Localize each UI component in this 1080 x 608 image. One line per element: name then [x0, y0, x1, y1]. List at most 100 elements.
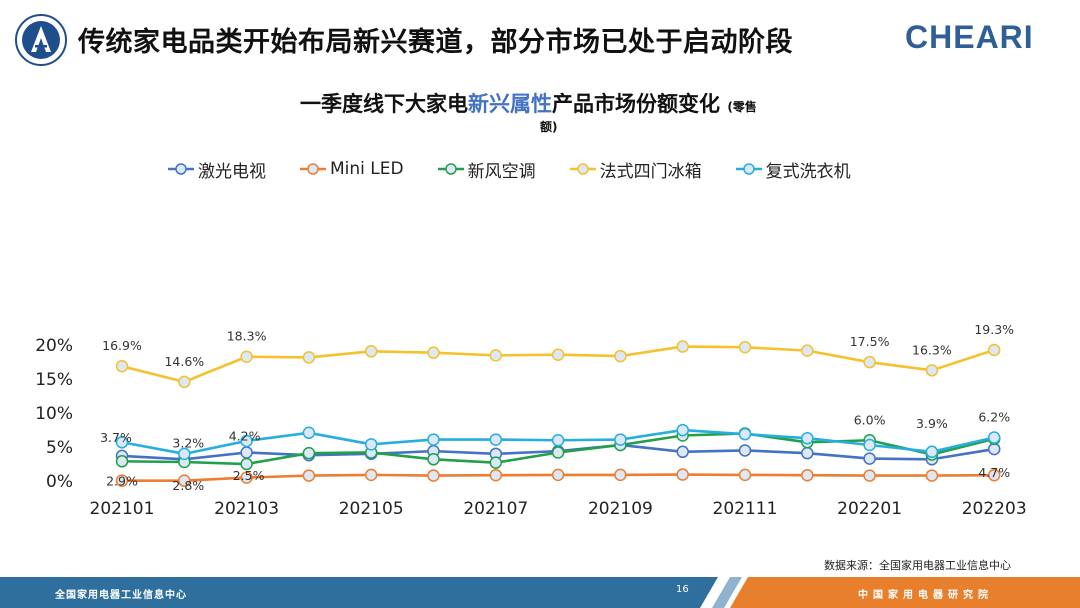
data-point — [863, 469, 876, 482]
chart-title-suffix: 产品市场份额变化 — [552, 92, 720, 116]
data-point — [738, 468, 752, 482]
chart-title-note-continued: 额) — [540, 120, 558, 134]
data-label: 14.6% — [164, 354, 204, 369]
data-point — [489, 433, 503, 446]
chart-title-note: (零售 — [727, 100, 757, 114]
legend: 激光电视 Mini LED 新风空调 法式四门冰箱 复式洗衣机 — [168, 157, 851, 182]
data-label: 16.3% — [912, 342, 952, 357]
data-label: 18.3% — [227, 329, 267, 344]
data-point — [801, 468, 814, 482]
data-point — [738, 444, 752, 457]
data-label: 4.2% — [229, 428, 261, 443]
circular-emblem-icon — [15, 14, 67, 66]
data-point — [925, 469, 939, 482]
y-tick-label: 10% — [35, 404, 73, 424]
data-point — [240, 471, 253, 484]
data-label: 19.3% — [974, 322, 1014, 337]
data-label: 16.9% — [102, 338, 142, 353]
footer-left-text: 全国家用电器工业信息中心 — [55, 590, 187, 601]
data-point — [987, 431, 1001, 444]
data-point — [738, 427, 752, 441]
data-point — [302, 469, 316, 482]
data-point — [427, 469, 440, 482]
x-tick-label: 202109 — [588, 499, 653, 519]
data-label: 2.5% — [233, 468, 265, 483]
legend-item: Mini LED — [300, 159, 404, 179]
legend-label: 法式四门冰箱 — [599, 161, 702, 182]
page-number: 16 — [676, 584, 689, 595]
footer-band — [0, 577, 1080, 608]
data-point — [676, 423, 689, 437]
x-tick-label: 202103 — [214, 499, 279, 519]
data-point — [302, 351, 316, 364]
legend-label: 新风空调 — [467, 161, 536, 182]
data-point — [115, 436, 129, 449]
data-point — [551, 446, 565, 459]
legend-label: 激光电视 — [198, 161, 266, 182]
data-point — [489, 349, 503, 362]
data-point — [115, 359, 129, 373]
data-label: 3.7% — [100, 430, 132, 445]
y-tick-label: 5% — [46, 438, 73, 458]
data-point — [178, 375, 191, 389]
brand-logo: CHEARI — [905, 19, 1034, 55]
data-point — [178, 474, 191, 487]
legend-item: 激光电视 — [168, 157, 266, 182]
data-label: 17.5% — [850, 334, 890, 349]
data-label: 3.9% — [916, 416, 948, 431]
data-point — [987, 468, 1001, 482]
data-point — [489, 456, 503, 469]
data-source-note: 数据来源：全国家用电器工业信息中心 — [824, 559, 1011, 572]
data-point — [801, 446, 814, 460]
legend-marker-icon — [300, 163, 326, 175]
data-point — [863, 452, 876, 465]
data-point — [427, 453, 440, 466]
x-tick-label: 202201 — [837, 499, 902, 519]
data-point — [738, 340, 752, 354]
data-point — [863, 438, 876, 452]
data-point — [987, 442, 1001, 456]
data-point — [614, 349, 627, 363]
data-label: 4.7% — [978, 465, 1010, 480]
chart-title: 一季度线下大家电新兴属性产品市场份额变化 (零售 — [300, 92, 820, 119]
data-point — [551, 434, 565, 447]
data-label: 6.2% — [978, 410, 1010, 425]
data-point — [676, 340, 689, 353]
data-point — [240, 446, 253, 459]
chart-title-highlight: 新兴属性 — [468, 92, 552, 116]
legend-item: 复式洗衣机 — [735, 157, 851, 182]
data-point — [240, 457, 253, 471]
legend-item: 法式四门冰箱 — [569, 157, 702, 182]
data-point — [302, 426, 316, 440]
data-point — [489, 468, 503, 482]
legend-marker-icon — [735, 163, 762, 175]
data-point — [364, 468, 378, 482]
x-tick-label: 202203 — [962, 499, 1027, 519]
brand-logo-text: CHEARI — [905, 19, 1034, 55]
data-point — [987, 343, 1001, 357]
data-point — [427, 346, 440, 359]
data-point — [302, 446, 316, 460]
x-tick-label: 202101 — [90, 499, 155, 519]
legend-marker-icon — [168, 163, 194, 175]
data-point — [240, 434, 253, 448]
data-point — [614, 433, 627, 446]
legend-item: 新风空调 — [437, 157, 536, 182]
data-point — [676, 445, 689, 459]
data-point — [614, 468, 627, 482]
slide-title: 传统家电品类开始布局新兴赛道，部分市场已处于启动阶段 — [78, 27, 793, 58]
data-point — [925, 445, 939, 459]
data-point — [676, 468, 689, 481]
data-point — [427, 433, 440, 446]
y-tick-label: 15% — [35, 370, 73, 390]
data-point — [801, 431, 814, 445]
data-point — [925, 364, 939, 377]
legend-marker-icon — [569, 163, 596, 175]
x-tick-label: 202107 — [463, 499, 528, 519]
y-tick-label: 0% — [46, 472, 73, 492]
data-label: 2.8% — [172, 478, 204, 493]
legend-label: 复式洗衣机 — [765, 161, 851, 182]
data-label: 3.2% — [172, 435, 204, 450]
data-point — [863, 355, 876, 369]
